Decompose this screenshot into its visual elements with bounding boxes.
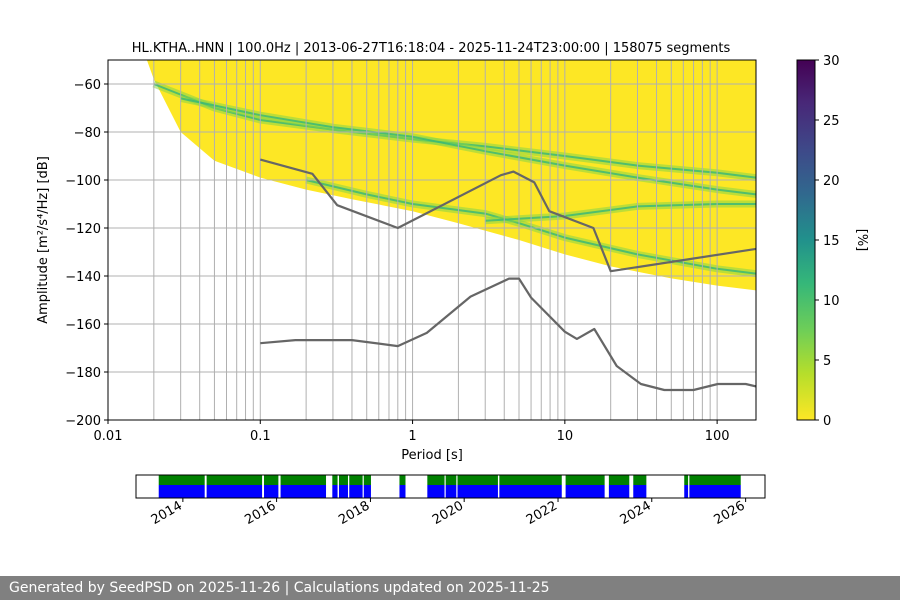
colorbar: 0 5 10 15 20 25 30 [%] <box>796 54 869 429</box>
availability-span-upper <box>689 475 741 485</box>
availability-span-upper <box>264 475 279 485</box>
y-tick-label: −100 <box>65 174 101 189</box>
x-tick-label: 10 <box>557 429 574 444</box>
colorbar-tick-label: 15 <box>823 234 840 249</box>
availability-span-lower <box>264 485 279 498</box>
y-axis-label: Amplitude [m²/s⁴/Hz] [dB] <box>36 156 51 324</box>
availability-span-upper <box>349 475 363 485</box>
availability-year-label: 2020 <box>430 498 466 528</box>
psd-plot: 0.01 0.1 1 10 100 −60 −80 −100 −120 −140 −160 −180… <box>36 59 757 463</box>
y-tick-label: −140 <box>65 270 101 285</box>
availability-span-lower <box>332 485 338 498</box>
noise-models <box>260 158 756 392</box>
availability-span-lower <box>427 485 445 498</box>
plot-frame <box>107 59 757 421</box>
availability-span-lower <box>363 485 371 498</box>
availability-span-upper <box>633 475 647 485</box>
noise-model-line <box>260 158 756 273</box>
availability-span-upper <box>363 475 371 485</box>
availability-year-label: 2014 <box>149 498 185 528</box>
y-tick-label: −160 <box>65 318 101 333</box>
availability-span-lower <box>608 485 630 498</box>
availability-year-label: 2016 <box>242 498 278 528</box>
availability-span-lower <box>280 485 327 498</box>
availability-span-upper <box>338 475 348 485</box>
availability-span-lower <box>565 485 605 498</box>
availability-span-lower <box>457 485 498 498</box>
y-tick-label: −120 <box>65 222 101 237</box>
colorbar-tick-label: 30 <box>823 54 840 69</box>
x-axis-ticks: 0.01 0.1 1 10 100 <box>94 420 730 444</box>
noise-model-line <box>260 277 756 392</box>
availability-span-lower <box>338 485 348 498</box>
availability-span-lower <box>445 485 457 498</box>
x-tick-label: 100 <box>705 429 730 444</box>
colorbar-gradient <box>796 59 816 421</box>
availability-span-lower <box>633 485 647 498</box>
availability-span-upper <box>280 475 327 485</box>
availability-year-label: 2018 <box>336 498 372 528</box>
colorbar-ticks: 0 5 10 15 20 25 30 <box>815 54 840 429</box>
colorbar-tick-label: 20 <box>823 174 840 189</box>
colorbar-tick-label: 0 <box>823 414 831 429</box>
footer-text: Generated by SeedPSD on 2025-11-26 | Cal… <box>0 576 900 600</box>
x-tick-label: 0.01 <box>94 429 123 444</box>
period-gridlines <box>153 60 718 420</box>
availability-span-lower <box>684 485 689 498</box>
availability-span-upper <box>499 475 562 485</box>
availability-frame <box>135 474 766 499</box>
availability-year-label: 2022 <box>524 498 560 528</box>
availability-span-lower <box>349 485 363 498</box>
availability-span-lower <box>399 485 406 498</box>
y-tick-label: −80 <box>74 126 101 141</box>
colorbar-tick-label: 25 <box>823 114 840 129</box>
psd-coverage-area <box>146 60 756 291</box>
availability-span-lower <box>689 485 741 498</box>
availability-span-upper <box>399 475 406 485</box>
y-axis-ticks: −60 −80 −100 −120 −140 −160 −180 −200 <box>65 78 108 429</box>
availability-span-upper <box>565 475 605 485</box>
availability-year-label: 2026 <box>711 498 747 528</box>
availability-span-upper <box>332 475 338 485</box>
availability-span-lower <box>499 485 562 498</box>
colorbar-tick-label: 10 <box>823 294 840 309</box>
availability-span-upper <box>684 475 689 485</box>
y-tick-label: −200 <box>65 414 101 429</box>
availability-span-upper <box>445 475 457 485</box>
availability-plot: 2014 2016 2018 2020 2022 2024 2026 <box>135 474 766 528</box>
availability-span-upper <box>427 475 445 485</box>
x-tick-label: 0.1 <box>250 429 271 444</box>
availability-span-upper <box>206 475 263 485</box>
availability-span-lower <box>206 485 263 498</box>
chart-title: HL.KTHA..HNN | 100.0Hz | 2013-06-27T16:1… <box>132 41 731 56</box>
amplitude-gridlines <box>108 83 756 420</box>
x-tick-label: 1 <box>408 429 416 444</box>
y-tick-label: −180 <box>65 366 101 381</box>
availability-year-label: 2024 <box>618 498 654 528</box>
y-tick-label: −60 <box>74 78 101 93</box>
availability-year-ticks: 2014 2016 2018 2020 2022 2024 2026 <box>149 498 748 528</box>
x-axis-label: Period [s] <box>401 448 463 463</box>
availability-span-upper <box>158 475 205 485</box>
availability-span-lower <box>158 485 205 498</box>
availability-span-upper <box>608 475 630 485</box>
colorbar-label: [%] <box>854 229 869 252</box>
colorbar-tick-label: 5 <box>823 354 831 369</box>
availability-spans <box>158 475 741 498</box>
availability-span-upper <box>457 475 498 485</box>
